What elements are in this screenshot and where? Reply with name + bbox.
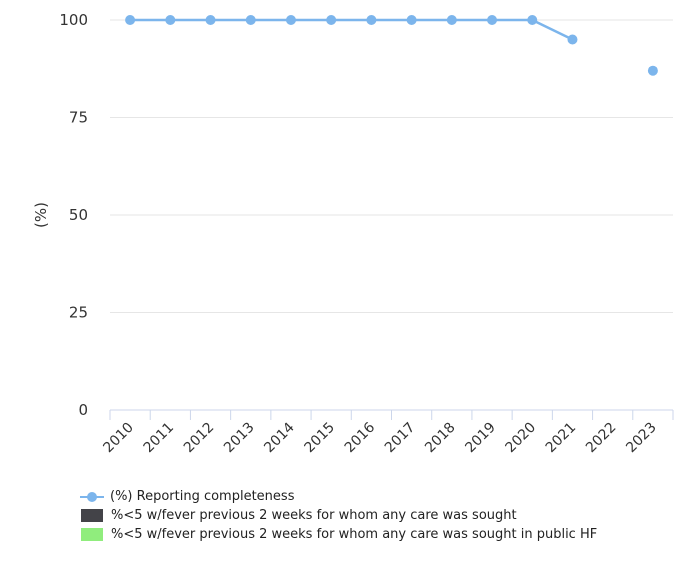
- x-tick-label: 2020: [503, 420, 540, 457]
- data-point: [446, 15, 457, 25]
- data-point: [205, 15, 216, 25]
- data-point: [647, 65, 658, 76]
- legend-item-care-sought[interactable]: %<5 w/fever previous 2 weeks for whom an…: [80, 506, 597, 525]
- y-tick-label: 25: [69, 304, 88, 322]
- y-tick-label: 0: [78, 401, 88, 419]
- data-point: [245, 15, 256, 25]
- data-point: [165, 15, 176, 25]
- legend-label: %<5 w/fever previous 2 weeks for whom an…: [111, 508, 517, 523]
- legend-item-reporting-completeness[interactable]: (%) Reporting completeness: [80, 487, 597, 506]
- x-tick-label: 2022: [583, 420, 620, 457]
- y-tick-label: 50: [69, 206, 88, 224]
- x-tick-label: 2010: [100, 420, 137, 457]
- x-tick-label: 2016: [342, 419, 379, 456]
- legend-item-care-sought-public-hf[interactable]: %<5 w/fever previous 2 weeks for whom an…: [80, 525, 597, 544]
- y-axis-label: (%): [32, 202, 50, 228]
- x-tick-label: 2012: [181, 420, 218, 457]
- x-tick-label: 2019: [462, 420, 499, 457]
- data-point: [326, 15, 337, 25]
- data-point: [125, 15, 136, 25]
- data-point: [487, 15, 498, 25]
- legend-line-marker-icon: [80, 491, 104, 503]
- data-point: [527, 15, 538, 25]
- series-line: [130, 18, 574, 41]
- data-point: [406, 15, 417, 25]
- y-tick-label: 75: [69, 109, 88, 127]
- y-axis-ticks: 0 25 50 75 100: [59, 11, 88, 419]
- gridlines: [110, 19, 673, 313]
- x-tick-label: 2011: [141, 420, 178, 457]
- data-point: [366, 15, 377, 25]
- legend-label: %<5 w/fever previous 2 weeks for whom an…: [111, 527, 598, 542]
- x-tick-label: 2014: [261, 419, 298, 456]
- legend: (%) Reporting completeness %<5 w/fever p…: [80, 487, 597, 544]
- x-axis: 2010 2011 2012 2013 2014 2015 2016 2017 2018 2019…: [100, 409, 674, 457]
- legend-label: (%) Reporting completeness: [110, 489, 295, 504]
- x-tick-label: 2017: [382, 420, 419, 457]
- x-tick-label: 2013: [221, 420, 258, 457]
- y-tick-label: 100: [59, 11, 88, 29]
- legend-swatch-icon: [81, 528, 103, 541]
- x-tick-label: 2023: [623, 420, 660, 457]
- data-point: [285, 15, 296, 25]
- legend-swatch-icon: [81, 509, 103, 522]
- series-layer: [125, 15, 658, 76]
- x-tick-label: 2018: [422, 420, 459, 457]
- x-tick-label: 2021: [543, 420, 580, 457]
- data-point: [567, 34, 578, 45]
- x-tick-label: 2015: [301, 420, 338, 457]
